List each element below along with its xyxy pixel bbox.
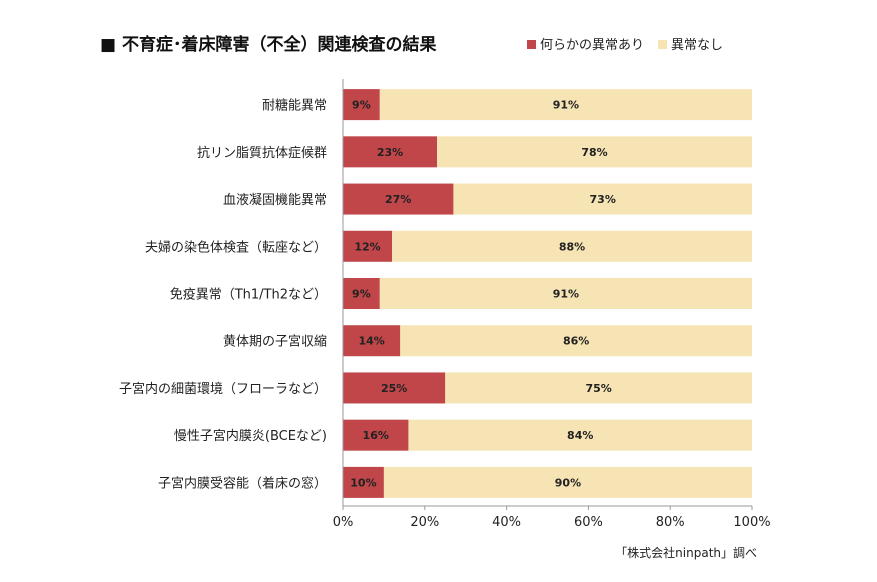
bar-normal-7 [408, 419, 752, 451]
value-label-abnormal-5: 14% [358, 335, 384, 348]
legend-swatch-0 [527, 40, 536, 49]
category-label-8: 子宮内膜受容能（着床の窓） [158, 475, 327, 491]
value-label-abnormal-3: 12% [354, 240, 380, 253]
legend: 何らかの異常あり 異常なし [527, 37, 723, 53]
bar-normal-8 [383, 466, 752, 498]
value-label-abnormal-4: 9% [352, 288, 371, 301]
x-tick-label-4: 80% [656, 515, 685, 530]
bar-abnormal-4 [343, 278, 380, 309]
value-label-normal-0: 91% [553, 99, 579, 112]
category-label-3: 夫婦の染色体検査（転座など） [145, 239, 327, 255]
bar-normal-2 [453, 183, 752, 215]
chart-title: ■ 不育症･着床障害（不全）関連検査の結果 [100, 34, 436, 55]
category-label-1: 抗リン脂質抗体症候群 [197, 146, 327, 161]
x-tick-label-5: 100% [733, 515, 770, 530]
bar-abnormal-8 [343, 466, 384, 498]
x-axis: 0% 20% 40% 60% 80% 100% [333, 79, 771, 530]
bar-normal-5 [400, 325, 752, 357]
value-label-normal-4: 91% [553, 288, 579, 301]
value-label-abnormal-0: 9% [352, 99, 371, 112]
value-label-normal-1: 78% [581, 146, 607, 159]
category-label-7: 慢性子宮内膜炎(BCEなど) [174, 428, 327, 444]
category-label-5: 黄体期の子宮収縮 [223, 334, 327, 350]
bar-abnormal-7 [343, 419, 409, 451]
value-label-abnormal-8: 10% [350, 476, 376, 489]
bar-abnormal-0 [343, 89, 380, 121]
x-tick-label-2: 40% [492, 515, 521, 530]
value-label-abnormal-2: 27% [385, 193, 411, 206]
value-label-normal-2: 73% [590, 193, 616, 206]
bar-area: 9% 91% 23% 78% 27% 73% 12% 88% 9% 91% 14% 86% 25% 75%… [343, 89, 752, 498]
x-tick-label-1: 20% [410, 515, 439, 530]
category-label-6: 子宮内の細菌環境（フローラなど） [119, 381, 327, 397]
bar-normal-6 [445, 372, 752, 404]
x-tick-label-0: 0% [333, 515, 354, 530]
legend-label-0: 何らかの異常あり [540, 37, 644, 53]
x-tick-label-3: 60% [574, 515, 603, 530]
value-label-normal-3: 88% [559, 240, 585, 253]
bar-abnormal-5 [343, 325, 401, 357]
bar-abnormal-2 [343, 183, 454, 215]
value-label-abnormal-7: 16% [363, 429, 389, 442]
value-label-normal-7: 84% [567, 429, 593, 442]
source-note: 「株式会社ninpath」調べ [615, 545, 757, 560]
bar-normal-0 [379, 89, 752, 121]
value-label-normal-5: 86% [563, 335, 589, 348]
value-label-normal-6: 75% [585, 382, 611, 395]
bar-normal-4 [379, 278, 752, 309]
bar-abnormal-6 [343, 372, 446, 404]
bar-abnormal-3 [343, 230, 393, 262]
value-label-normal-8: 90% [555, 476, 581, 489]
category-label-4: 免疫異常（Th1/Th2など） [170, 287, 327, 303]
category-label-2: 血液凝固機能異常 [223, 192, 327, 208]
legend-swatch-1 [658, 40, 668, 49]
category-label-0: 耐糖能異常 [262, 98, 327, 114]
legend-label-1: 異常なし [671, 38, 723, 53]
bar-normal-3 [392, 230, 752, 262]
bar-abnormal-1 [343, 136, 438, 168]
value-label-abnormal-1: 23% [377, 146, 403, 159]
value-label-abnormal-6: 25% [381, 382, 407, 395]
bar-normal-1 [437, 136, 752, 168]
